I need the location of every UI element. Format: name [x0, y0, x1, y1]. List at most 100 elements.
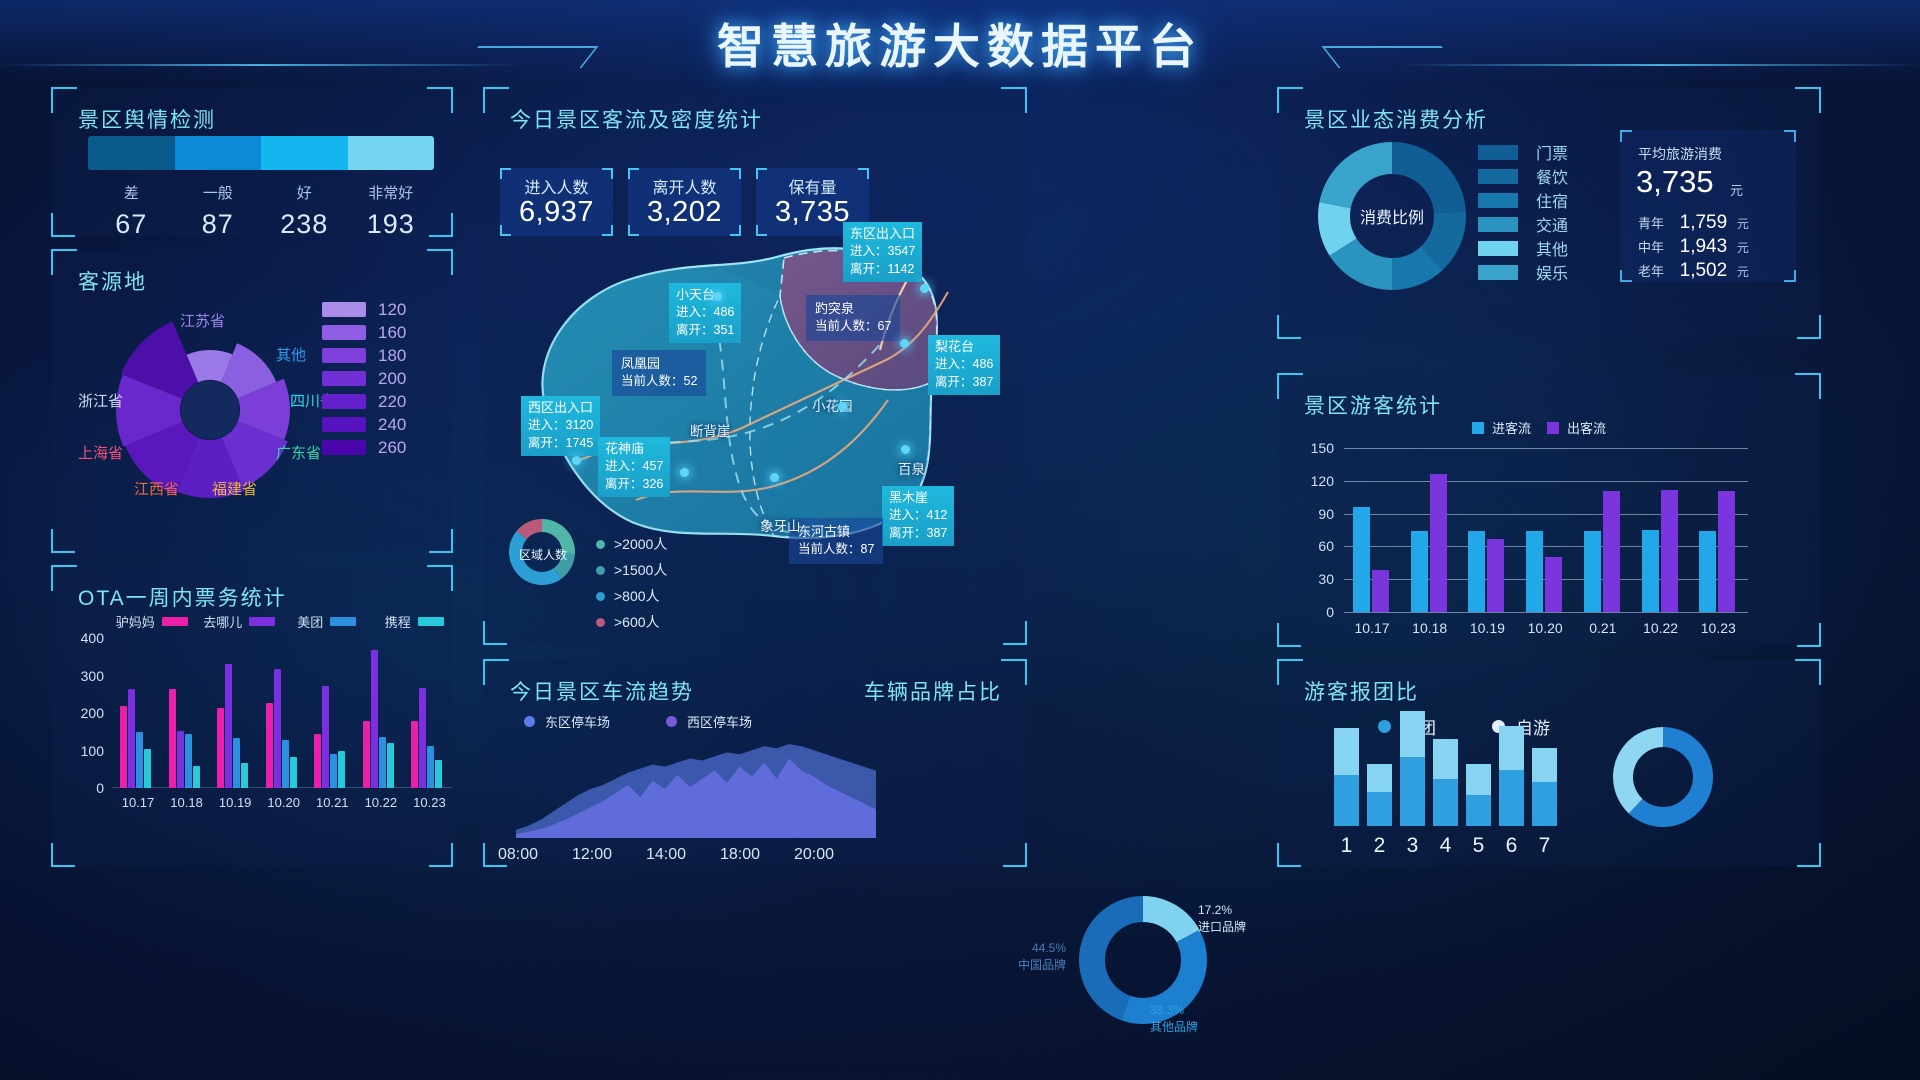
ota-xtick: 10.22 — [364, 795, 398, 810]
map-point-7[interactable] — [901, 445, 910, 454]
rose-scale-row-4: 220 — [322, 390, 442, 413]
flow-title: 今日景区客流及密度统计 — [510, 109, 763, 132]
visitors-bar — [1545, 557, 1563, 612]
panel-ota: OTA一周内票务统计 驴妈妈 去哪儿 美团 携程 0 100 200 300 400 10… — [51, 565, 453, 867]
region-legend-item-0[interactable]: >2000人 — [596, 534, 667, 554]
map-point-4[interactable] — [770, 473, 779, 482]
visitors-bar — [1429, 474, 1447, 612]
metric-value: 6,937 — [518, 196, 595, 228]
rose-scale-swatch — [322, 325, 366, 340]
map-label-2: 百泉 — [898, 462, 925, 477]
sentiment-title: 景区舆情检测 — [78, 109, 216, 132]
visitors-title: 景区游客统计 — [1304, 395, 1442, 418]
ota-ytick: 0 — [96, 780, 104, 796]
rose-slice-4 — [221, 421, 288, 488]
consume-legend-item-0[interactable]: 门票 — [1478, 140, 1568, 164]
visitors-gridline — [1344, 448, 1748, 449]
age-label: 老年 — [1638, 264, 1665, 279]
ota-bar — [265, 702, 273, 788]
rose-scale-swatch — [322, 394, 366, 409]
sentiment-value: 193 — [366, 209, 415, 239]
map-box-tooltip-2[interactable]: 东河古镇 当前人数：87 — [789, 518, 884, 565]
group-bar-self — [1532, 748, 1557, 783]
visitors-xtick: 10.17 — [1354, 620, 1390, 636]
ota-bar-group — [168, 688, 200, 788]
car-trend-xtick-3: 18:00 — [719, 846, 761, 863]
map-point-6[interactable] — [572, 456, 581, 465]
region-legend-label: >600人 — [614, 614, 660, 630]
visitors-legend-swatch — [1472, 421, 1484, 434]
rose-hole — [181, 381, 239, 439]
ota-bar — [338, 750, 346, 788]
ota-legend-item-0[interactable]: 驴妈妈 — [108, 612, 196, 631]
map-path-dash-1 — [593, 339, 885, 451]
map-tooltip-0[interactable]: 东区出入口 进入：3547 离开：1142 — [843, 222, 923, 282]
avg-consume-unit: 元 — [1730, 183, 1744, 198]
group-ratio-title: 游客报团比 — [1304, 681, 1419, 704]
consume-legend-item-2[interactable]: 住宿 — [1478, 188, 1568, 212]
region-legend-item-3[interactable]: >600人 — [596, 612, 667, 632]
group-bar-tour — [1367, 791, 1392, 826]
visitors-gridline — [1344, 480, 1748, 482]
ota-bar-group — [120, 688, 151, 788]
rose-scale-swatch — [322, 417, 366, 432]
visitors-bar — [1602, 490, 1620, 612]
map-tooltip-5[interactable]: 黑木崖 进入：412 离开：387 — [882, 486, 955, 546]
rose-scale-swatch — [322, 440, 366, 455]
map-tooltip-2[interactable]: 梨花台 进入：486 离开：387 — [928, 335, 1001, 395]
car-trend-legend-item-1[interactable]: 西区停车场 — [666, 712, 752, 731]
ota-bar-group — [362, 650, 394, 788]
rose-label-1: 其他 — [276, 347, 307, 364]
rose-label-0: 江苏省 — [180, 313, 226, 330]
rose-scale-row-2: 180 — [322, 344, 442, 367]
header-background — [0, 0, 1920, 84]
sentiment-value: 67 — [115, 209, 148, 239]
consume-legend-item-1[interactable]: 餐饮 — [1478, 164, 1568, 188]
visitors-legend-label: 进客流 — [1492, 421, 1532, 436]
map-point-0[interactable] — [713, 292, 722, 301]
map-tooltip-4[interactable]: 花神庙 进入：457 离开：326 — [598, 437, 671, 497]
consume-legend-item-4[interactable]: 其他 — [1478, 236, 1568, 260]
ota-bar — [322, 686, 330, 788]
map-tooltip-1[interactable]: 小天台 进入：486 离开：351 — [669, 283, 742, 343]
consume-legend-item-5[interactable]: 娱乐 — [1478, 260, 1568, 284]
region-legend-item-2[interactable]: >800人 — [596, 586, 667, 606]
ota-bar-group — [265, 668, 297, 788]
brand-slice-0 — [1143, 896, 1200, 943]
consume-legend-item-3[interactable]: 交通 — [1478, 212, 1568, 236]
map-point-3[interactable] — [920, 284, 929, 293]
visitors-bar — [1487, 538, 1505, 612]
visitors-legend-item-0[interactable]: 进客流 — [1472, 418, 1531, 437]
car-trend-legend-item-0[interactable]: 东区停车场 — [524, 712, 610, 731]
metric-label: 离开人数 — [652, 180, 717, 197]
sentiment-item-3: 非常好 193 — [348, 182, 435, 240]
visitors-xtick: 10.22 — [1643, 620, 1679, 636]
ota-bar — [217, 708, 225, 788]
map-point-2[interactable] — [900, 339, 909, 348]
ota-legend-item-1[interactable]: 去哪儿 — [196, 612, 284, 631]
ota-bar — [273, 668, 281, 788]
visitors-legend-item-1[interactable]: 出客流 — [1547, 418, 1606, 437]
sentiment-label: 好 — [296, 185, 312, 202]
ota-legend-item-2[interactable]: 美团 — [283, 612, 371, 631]
tooltip-in: 进入：486 — [935, 357, 994, 372]
map-box-tooltip-1[interactable]: 凤凰园 当前人数：52 — [612, 350, 707, 397]
ota-xtick: 10.17 — [121, 795, 155, 810]
ota-legend-item-3[interactable]: 携程 — [371, 612, 459, 631]
region-legend-item-1[interactable]: >1500人 — [596, 560, 667, 580]
map-tooltip-3[interactable]: 西区出入口 进入：3120 离开：1745 — [521, 396, 601, 456]
visitors-xtick: 10.18 — [1412, 620, 1448, 636]
source-rose-chart: 江苏省 其他 四川省 广东省 福建省 江西省 上海省 浙江省 — [62, 292, 362, 527]
group-legend-item-1[interactable]: 自游 — [1492, 714, 1550, 739]
visitors-bar — [1526, 531, 1544, 612]
visitors-xtick: 10.23 — [1700, 620, 1736, 636]
visitors-ytick: 90 — [1318, 505, 1334, 522]
tooltip-name: 东区出入口 — [850, 226, 916, 241]
tooltip-name: 小天台 — [676, 287, 716, 302]
map-point-1[interactable] — [838, 402, 847, 411]
map-point-5[interactable] — [680, 468, 689, 477]
car-trend-legend-label: 西区停车场 — [687, 715, 753, 730]
rose-scale-value: 160 — [378, 322, 407, 342]
map-box-tooltip-0[interactable]: 趵突泉 当前人数：67 — [806, 295, 901, 342]
consume-legend-swatch — [1478, 168, 1518, 184]
